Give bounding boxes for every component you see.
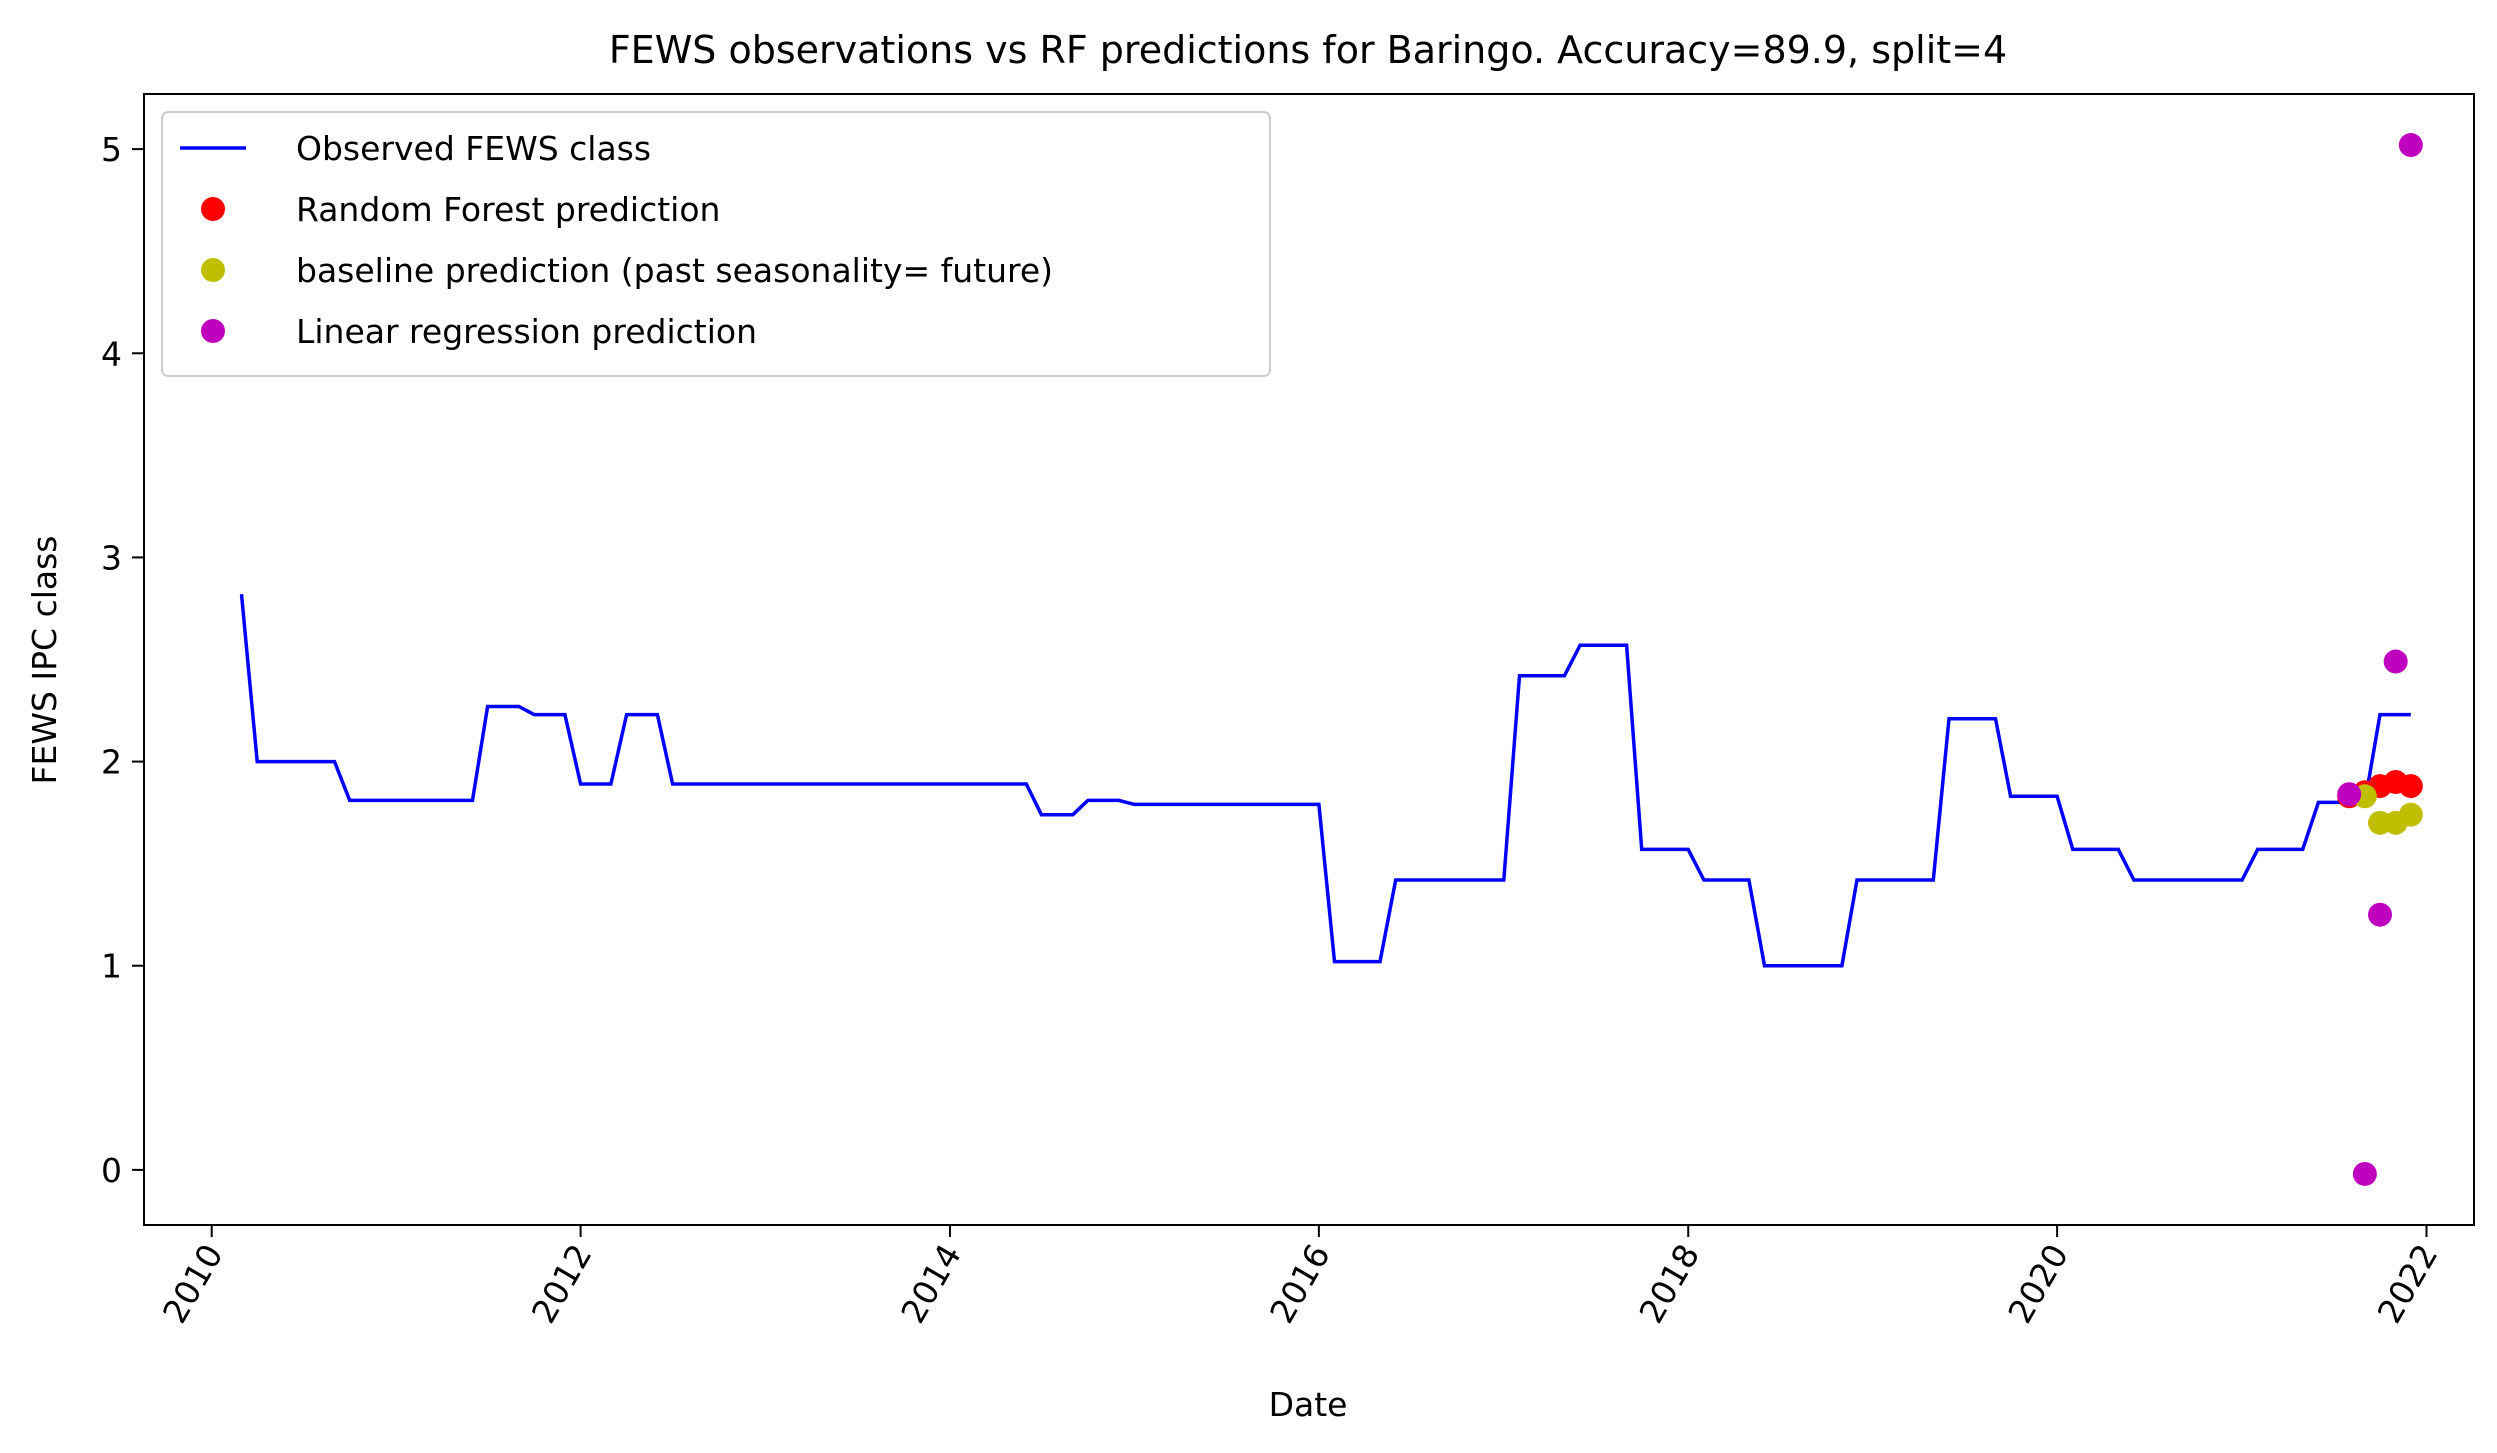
legend-label: Linear regression prediction	[296, 312, 757, 351]
point-random-forest-prediction	[2398, 774, 2423, 799]
point-linear-regression-prediction	[2398, 133, 2423, 158]
point-linear-regression-prediction	[2352, 1161, 2377, 1186]
x-tick-label: 2022	[2370, 1238, 2446, 1330]
y-tick-label: 2	[101, 743, 122, 782]
point-linear-regression-prediction	[2337, 782, 2362, 807]
x-tick-label: 2012	[524, 1238, 600, 1330]
legend-label: baseline prediction (past seasonality= f…	[296, 251, 1053, 290]
legend-frame	[161, 111, 1271, 377]
point-linear-regression-prediction	[2368, 902, 2393, 927]
point-baseline-prediction-past-seasonality-future	[2398, 802, 2423, 827]
y-tick-label: 5	[101, 130, 122, 169]
x-tick-label: 2014	[893, 1238, 969, 1330]
x-tick-label: 2020	[2000, 1238, 2076, 1330]
plot-area	[143, 93, 2475, 1226]
y-tick-label: 1	[101, 947, 122, 986]
point-linear-regression-prediction	[2383, 649, 2408, 674]
chart-title: FEWS observations vs RF predictions for …	[609, 28, 2007, 72]
y-axis-label: FEWS IPC class	[25, 536, 64, 785]
plot-frame	[143, 93, 2475, 1226]
legend: Observed FEWS class Random Forest predict…	[161, 111, 1271, 377]
legend-marker-swatch	[201, 319, 225, 343]
x-tick-label: 2010	[155, 1238, 231, 1330]
x-axis-label: Date	[1269, 1385, 1348, 1424]
x-tick-label: 2018	[1631, 1238, 1707, 1330]
y-axis: 0 1 2 3 4 5	[101, 130, 144, 1190]
y-tick-label: 3	[101, 538, 122, 577]
series-line-observed-fews-class	[239, 594, 2411, 968]
legend-marker-swatch	[201, 258, 225, 282]
legend-label: Observed FEWS class	[296, 129, 651, 168]
x-axis: 2010 2012 2014 2016 2018 2020 2022	[155, 1225, 2446, 1330]
y-tick-label: 0	[101, 1151, 122, 1190]
legend-marker-swatch	[201, 197, 225, 221]
legend-label: Random Forest prediction	[296, 190, 720, 229]
y-tick-label: 4	[101, 334, 122, 373]
x-tick-label: 2016	[1262, 1238, 1338, 1330]
